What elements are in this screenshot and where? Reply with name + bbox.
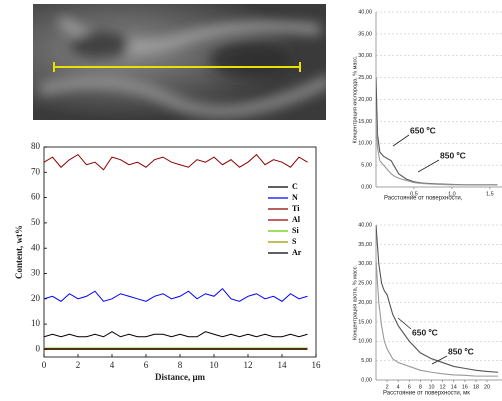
x-tick-label: 2 bbox=[386, 384, 389, 390]
y-tick-label: 35,00 bbox=[358, 31, 372, 37]
y-tick-label: 40,00 bbox=[358, 9, 372, 15]
y-axis-label: Концентрация кислорода, % масс. bbox=[352, 55, 358, 143]
legend-label: C bbox=[292, 182, 298, 191]
legend-label: N bbox=[292, 193, 298, 202]
x-tick-label: 0 bbox=[42, 360, 47, 370]
y-tick-label: 20,00 bbox=[358, 97, 372, 103]
y-tick-label: 50 bbox=[31, 217, 41, 227]
y-tick-label: 25,00 bbox=[358, 75, 372, 81]
x-axis-label: Расстояние от поверхности, bbox=[384, 196, 463, 202]
series-line bbox=[44, 331, 308, 338]
series-line bbox=[376, 259, 499, 377]
legend-label: S bbox=[292, 237, 297, 246]
series-line bbox=[44, 153, 308, 171]
y-tick-label: 20,00 bbox=[358, 300, 372, 306]
annotation-pointer bbox=[397, 317, 412, 330]
annotation: 650 ºC bbox=[410, 125, 436, 135]
y-tick-label: 15,00 bbox=[358, 319, 372, 325]
x-tick-label: 0,5 bbox=[410, 191, 418, 197]
x-tick-label: 20 bbox=[484, 384, 490, 390]
x-tick-label: 18 bbox=[473, 384, 479, 390]
annotation: 850 ºC bbox=[440, 150, 466, 160]
y-tick-label: 15,00 bbox=[358, 119, 372, 125]
x-tick-label: 16 bbox=[312, 360, 322, 370]
y-tick-label: 0,00 bbox=[361, 184, 372, 190]
y-tick-label: 70 bbox=[31, 166, 41, 176]
x-tick-label: 6 bbox=[144, 360, 149, 370]
sem-image bbox=[33, 4, 326, 120]
y-tick-label: 60 bbox=[31, 192, 41, 202]
y-axis-label: Content, wt% bbox=[14, 225, 24, 279]
y-tick-label: 40,00 bbox=[358, 222, 372, 228]
y-tick-label: 30,00 bbox=[358, 53, 372, 59]
y-tick-label: 0 bbox=[36, 343, 41, 353]
x-tick-label: 8 bbox=[178, 360, 183, 370]
y-tick-label: 5,00 bbox=[361, 163, 372, 169]
legend-label: Si bbox=[292, 226, 299, 235]
y-tick-label: 80 bbox=[31, 141, 41, 151]
series-line bbox=[376, 224, 499, 373]
series-line bbox=[44, 287, 308, 302]
x-axis-label: Расстояние от поверхности, мк bbox=[383, 391, 470, 397]
x-tick-label: 2 bbox=[76, 360, 81, 370]
annotation: 850 ºC bbox=[448, 346, 474, 356]
x-tick-label: 4 bbox=[397, 384, 400, 390]
y-tick-label: 30,00 bbox=[358, 261, 372, 267]
x-tick-label: 14 bbox=[451, 384, 457, 390]
legend-label: Al bbox=[292, 215, 301, 224]
annotation: 650 ºC bbox=[412, 327, 438, 337]
x-axis-label: Distance, μm bbox=[155, 372, 206, 382]
x-tick-label: 4 bbox=[110, 360, 115, 370]
y-tick-label: 5,00 bbox=[361, 358, 372, 364]
annotation-pointer bbox=[431, 355, 448, 365]
x-tick-label: 1,5 bbox=[486, 191, 494, 197]
annotation-pointer bbox=[392, 134, 410, 147]
y-tick-label: 20 bbox=[31, 293, 41, 303]
x-tick-label: 6 bbox=[408, 384, 411, 390]
y-tick-label: 40 bbox=[31, 242, 41, 252]
x-tick-label: 14 bbox=[278, 360, 288, 370]
x-tick-label: 12 bbox=[440, 384, 446, 390]
annotation-pointer bbox=[417, 159, 440, 173]
x-tick-label: 12 bbox=[244, 360, 253, 370]
x-tick-label: 10 bbox=[210, 360, 220, 370]
y-tick-label: 10 bbox=[31, 318, 41, 328]
legend-label: Ti bbox=[292, 204, 300, 213]
y-tick-label: 0,00 bbox=[361, 377, 372, 383]
y-tick-label: 10,00 bbox=[358, 339, 372, 345]
x-tick-label: 8 bbox=[419, 384, 422, 390]
y-tick-label: 35,00 bbox=[358, 242, 372, 248]
series-line bbox=[376, 77, 498, 186]
legend-label: Ar bbox=[292, 248, 302, 257]
x-tick-label: 1,0 bbox=[448, 191, 456, 197]
plot-frame bbox=[43, 146, 317, 358]
x-tick-label: 10 bbox=[428, 384, 434, 390]
series-line bbox=[376, 116, 498, 186]
y-tick-label: 10,00 bbox=[358, 141, 372, 147]
y-tick-label: 30 bbox=[31, 268, 41, 278]
y-tick-label: 25,00 bbox=[358, 281, 372, 287]
y-axis-label: Концентрация азота, % масс. bbox=[352, 264, 358, 340]
x-tick-label: 16 bbox=[462, 384, 468, 390]
